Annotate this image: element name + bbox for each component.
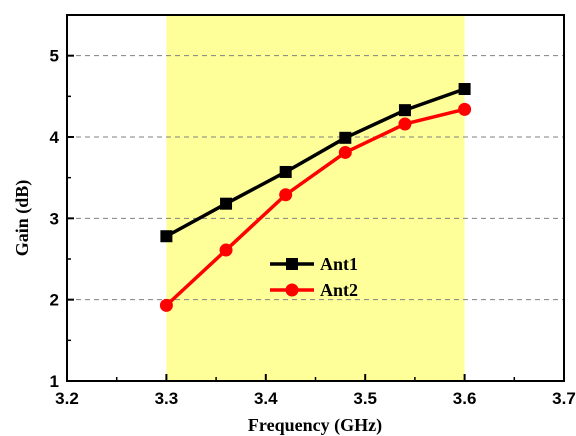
x-axis-title: Frequency (GHz) [248, 415, 382, 436]
tick-label-layer: 3.2 3.3 3.4 3.5 3.6 3.7 1 2 3 4 5 [50, 47, 576, 408]
data-point-ant2 [458, 102, 472, 116]
y-tick-label: 1 [50, 372, 59, 391]
legend-label-ant1: Ant1 [320, 254, 358, 274]
legend-marker-ant2 [285, 283, 299, 297]
x-tick-label: 3.5 [353, 389, 377, 408]
data-point-ant2 [398, 117, 412, 131]
y-tick-label: 4 [50, 128, 60, 147]
legend-marker-ant1 [286, 258, 298, 270]
data-point-ant1 [279, 165, 292, 178]
legend: Ant1 Ant2 [270, 254, 358, 300]
data-point-ant2 [338, 145, 352, 159]
x-tick-label: 3.3 [155, 389, 179, 408]
y-tick-label: 3 [50, 209, 59, 228]
data-point-ant2 [219, 243, 233, 257]
x-tick-label: 3.4 [254, 389, 278, 408]
series-layer [159, 83, 472, 312]
x-tick-label: 3.7 [552, 389, 576, 408]
highlight-band [166, 15, 465, 381]
legend-label-ant2: Ant2 [320, 280, 358, 300]
grid-layer [67, 55, 564, 301]
data-point-ant1 [339, 131, 352, 144]
series-line-ant1 [165, 87, 466, 238]
y-axis-title: Gain (dB) [12, 180, 33, 257]
data-point-ant1 [398, 104, 411, 117]
data-point-ant1 [160, 230, 173, 243]
series-line-ant2 [165, 107, 466, 307]
data-point-ant1 [458, 83, 471, 96]
y-tick-label: 2 [50, 291, 59, 310]
data-point-ant2 [279, 188, 293, 202]
x-tick-label: 3.2 [55, 389, 79, 408]
x-tick-label: 3.6 [453, 389, 477, 408]
highlight-band-layer [166, 15, 465, 381]
data-point-ant1 [220, 197, 233, 210]
data-point-ant2 [159, 298, 173, 312]
axis-layer [66, 14, 565, 382]
y-tick-label: 5 [50, 47, 59, 66]
